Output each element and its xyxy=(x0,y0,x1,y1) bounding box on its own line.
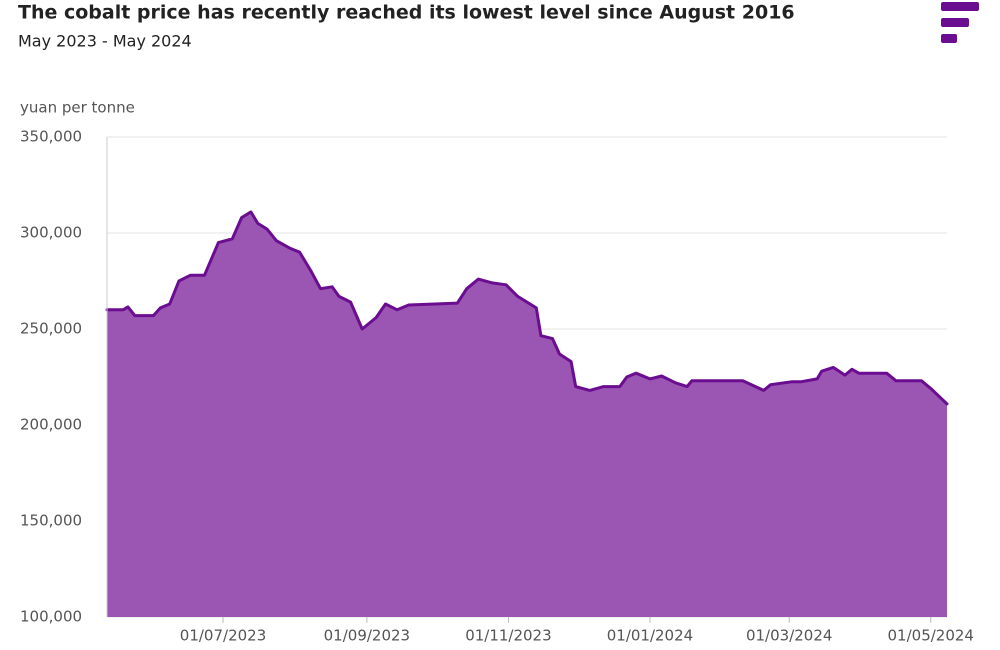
area xyxy=(107,211,947,617)
x-tick-label: 01/01/2024 xyxy=(607,627,693,645)
y-tick-label: 150,000 xyxy=(20,512,82,530)
y-tick-label: 100,000 xyxy=(20,608,82,626)
y-tick-label: 200,000 xyxy=(20,416,82,434)
y-tick-label: 250,000 xyxy=(20,320,82,338)
x-tick-label: 01/11/2023 xyxy=(465,627,551,645)
x-tick-label: 01/07/2023 xyxy=(180,627,266,645)
x-tick-label: 01/05/2024 xyxy=(888,627,974,645)
x-tick-label: 01/09/2023 xyxy=(324,627,410,645)
chart-subtitle: May 2023 - May 2024 xyxy=(18,32,192,51)
y-axis-label: yuan per tonne xyxy=(20,99,135,117)
y-tick-label: 300,000 xyxy=(20,224,82,242)
y-tick-label: 350,000 xyxy=(20,128,82,146)
chart-title: The cobalt price has recently reached it… xyxy=(18,2,795,24)
line xyxy=(105,210,949,406)
logo xyxy=(941,2,979,43)
x-tick-label: 01/03/2024 xyxy=(746,627,832,645)
